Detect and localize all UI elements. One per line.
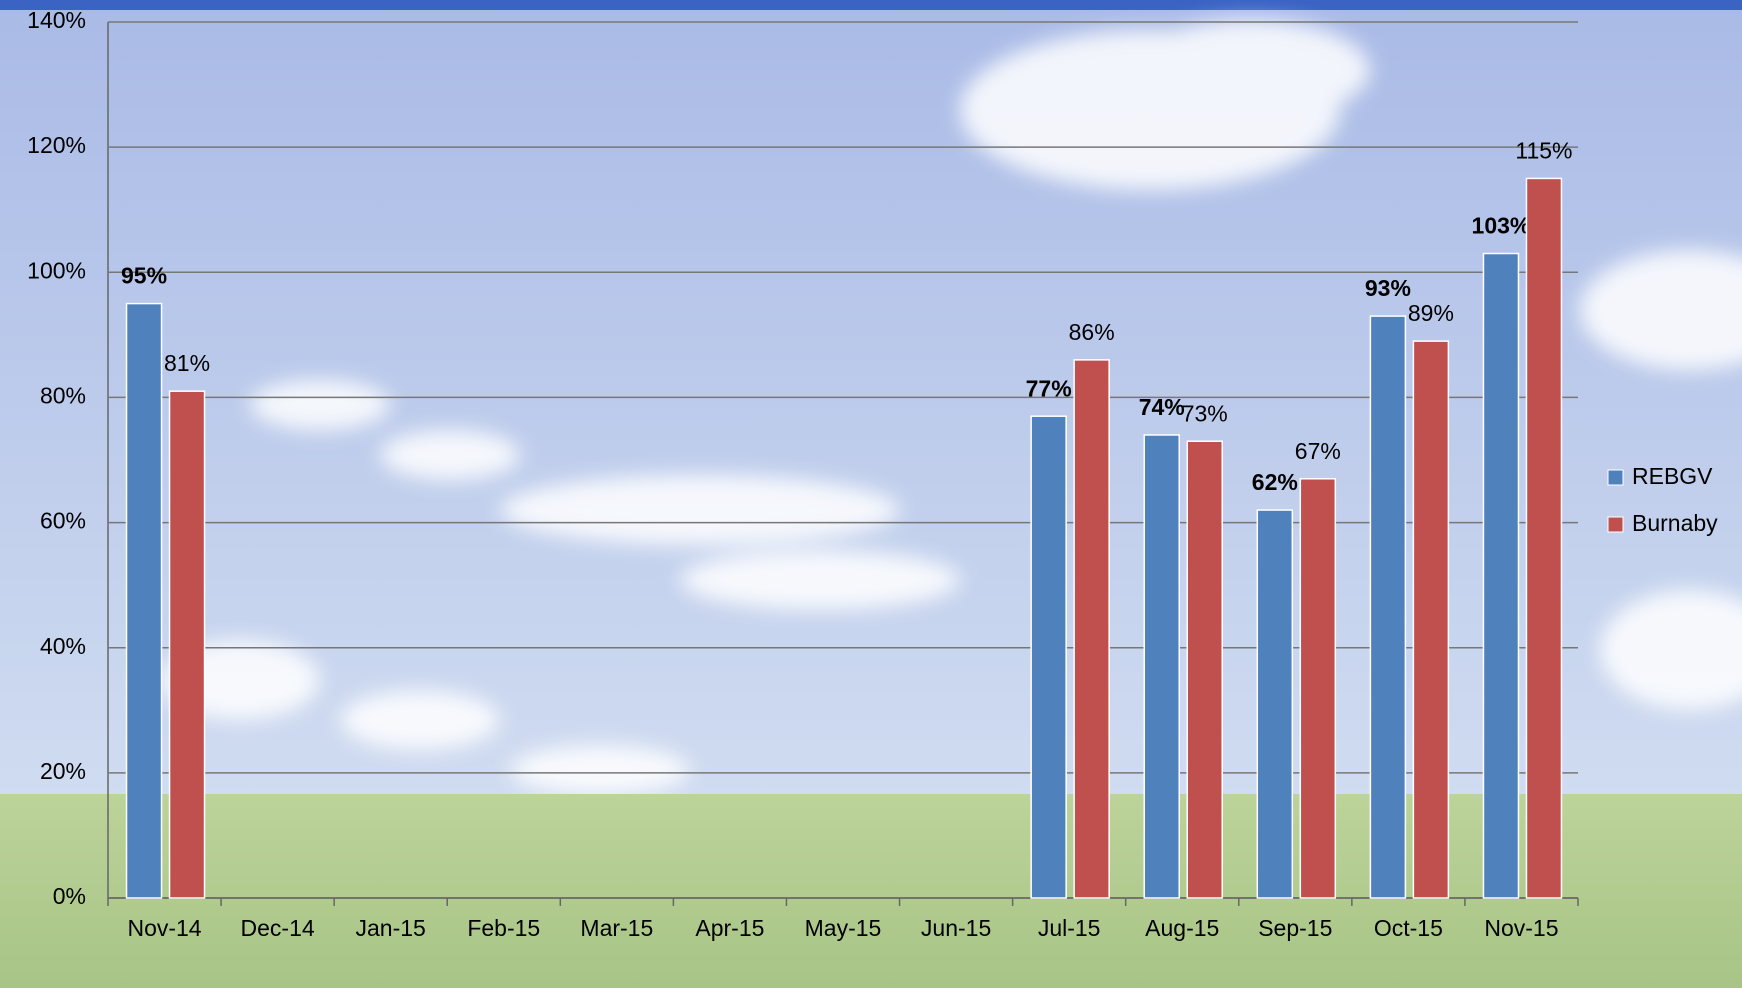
background	[0, 0, 1742, 988]
y-tick-label: 40%	[40, 633, 86, 659]
data-label: 81%	[164, 350, 210, 376]
data-label: 103%	[1472, 213, 1531, 239]
data-label: 62%	[1252, 469, 1298, 495]
bar	[1187, 441, 1222, 898]
data-label: 67%	[1295, 438, 1341, 464]
bar	[1144, 435, 1179, 898]
legend-swatch	[1608, 470, 1623, 485]
y-tick-label: 80%	[40, 383, 86, 409]
y-tick-label: 140%	[27, 7, 86, 33]
bar	[1370, 316, 1405, 898]
x-tick-label: Nov-15	[1484, 915, 1558, 941]
data-label: 77%	[1026, 375, 1072, 401]
chart: 0% 20% 40% 60% 80% 100% 120% 140% Nov-14 95% 81% De…	[0, 0, 1742, 988]
bar	[1483, 254, 1518, 898]
x-tick-label: Dec-14	[241, 915, 315, 941]
bar	[1300, 479, 1335, 898]
x-tick-label: Nov-14	[127, 915, 201, 941]
y-tick-label: 100%	[27, 257, 86, 283]
bar	[1031, 416, 1066, 898]
x-tick-label: May-15	[805, 915, 882, 941]
y-tick-label: 120%	[27, 132, 86, 158]
legend-label: Burnaby	[1632, 510, 1718, 536]
x-tick-label: Feb-15	[467, 915, 540, 941]
x-tick-label: Mar-15	[580, 915, 653, 941]
data-label: 89%	[1408, 300, 1454, 326]
x-tick-label: Apr-15	[695, 915, 764, 941]
x-tick-label: Jul-15	[1038, 915, 1101, 941]
bar	[1257, 510, 1292, 898]
x-tick-label: Sep-15	[1258, 915, 1332, 941]
bar	[1413, 341, 1448, 898]
legend-swatch	[1608, 517, 1623, 532]
y-tick-label: 20%	[40, 758, 86, 784]
data-label: 73%	[1182, 400, 1228, 426]
data-label: 86%	[1069, 319, 1115, 345]
y-tick-label: 60%	[40, 508, 86, 534]
data-label: 115%	[1515, 138, 1572, 164]
bar	[1526, 178, 1561, 898]
data-label: 74%	[1139, 394, 1185, 420]
y-tick-label: 0%	[53, 883, 86, 909]
x-tick-label: Jun-15	[921, 915, 991, 941]
bar	[1074, 360, 1109, 898]
x-tick-label: Aug-15	[1145, 915, 1219, 941]
bar	[127, 304, 162, 898]
data-label: 93%	[1365, 275, 1411, 301]
bar	[170, 391, 205, 898]
x-tick-label: Oct-15	[1374, 915, 1443, 941]
x-tick-label: Jan-15	[356, 915, 426, 941]
legend-label: REBGV	[1632, 463, 1713, 489]
page: 0% 20% 40% 60% 80% 100% 120% 140% Nov-14 95% 81% De…	[0, 0, 1742, 988]
data-label: 95%	[121, 263, 167, 289]
